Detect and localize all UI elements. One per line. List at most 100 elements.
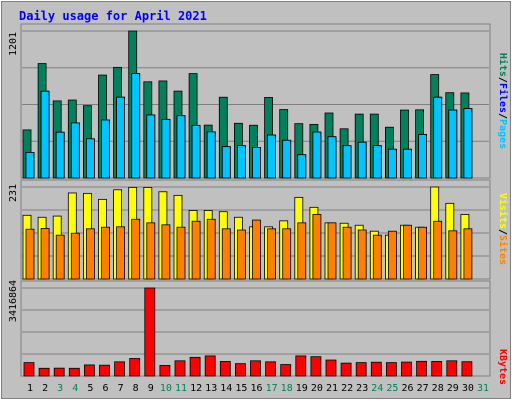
bar-sites-day-21 xyxy=(327,222,337,280)
bar-kbytes-day-10 xyxy=(159,365,171,377)
bar-kbytes-day-12 xyxy=(189,356,201,377)
bar-sites-day-20 xyxy=(312,214,322,280)
legend-item-hits: Hits xyxy=(497,53,509,77)
day-label-3: 3 xyxy=(57,383,63,394)
bar-pages-day-6 xyxy=(101,119,110,179)
bar-pages-day-12 xyxy=(191,124,201,179)
bar-kbytes-day-6 xyxy=(99,364,110,377)
chart-title: Daily usage for April 2021 xyxy=(19,9,207,23)
bar-pages-day-26 xyxy=(403,148,412,179)
day-label-7: 7 xyxy=(118,383,124,394)
bar-sites-day-6 xyxy=(101,226,110,280)
bar-kbytes-day-11 xyxy=(174,360,186,377)
day-label-30: 30 xyxy=(462,383,474,394)
legend-text: KBytes xyxy=(497,349,508,385)
bar-pages-day-9 xyxy=(146,114,156,179)
bar-pages-day-7 xyxy=(116,96,125,179)
bar-kbytes-day-3 xyxy=(53,367,65,377)
day-label-8: 8 xyxy=(133,383,139,394)
bar-sites-day-16 xyxy=(252,219,261,280)
bar-pages-day-11 xyxy=(176,115,186,179)
day-label-24: 24 xyxy=(371,383,383,394)
bar-pages-day-17 xyxy=(267,134,277,179)
bar-pages-day-15 xyxy=(236,145,246,179)
panel-top-ymax-label: 1201 xyxy=(8,32,19,56)
hits-files-pages-panel: 1201 Hits/Files/Pages xyxy=(8,23,509,179)
bar-pages-day-14 xyxy=(221,146,231,179)
bar-pages-day-24 xyxy=(372,145,382,179)
bar-sites-day-11 xyxy=(176,226,186,280)
bar-kbytes-day-18 xyxy=(280,364,292,377)
panel-bot-plot-area xyxy=(20,280,491,377)
day-label-13: 13 xyxy=(205,383,217,394)
bar-kbytes-day-2 xyxy=(38,367,50,377)
bar-sites-day-18 xyxy=(282,228,292,280)
bar-sites-day-22 xyxy=(342,226,352,280)
panel-bot-gridlines xyxy=(22,287,489,355)
panel-mid-ymax-label: 231 xyxy=(8,184,19,202)
bar-kbytes-day-26 xyxy=(401,361,412,377)
day-label-28: 28 xyxy=(432,383,444,394)
visits-sites-panel: 231 Visits/Sites xyxy=(8,179,509,280)
bar-kbytes-day-17 xyxy=(265,361,277,377)
bar-pages-day-8 xyxy=(131,73,141,179)
day-label-18: 18 xyxy=(281,383,293,394)
bar-sites-day-15 xyxy=(236,229,246,280)
bar-kbytes-day-9 xyxy=(144,287,156,377)
bar-pages-day-13 xyxy=(206,131,216,179)
legend-separator: / xyxy=(497,229,508,235)
bar-pages-day-18 xyxy=(282,139,292,179)
bar-sites-day-13 xyxy=(206,218,216,280)
bar-kbytes-day-15 xyxy=(234,363,246,377)
day-label-26: 26 xyxy=(401,383,413,394)
legend-item-kbytes: KBytes xyxy=(497,349,508,385)
bar-sites-day-27 xyxy=(418,226,428,280)
bar-sites-day-19 xyxy=(297,222,307,280)
day-label-31: 31 xyxy=(477,383,489,394)
bar-sites-day-14 xyxy=(221,228,231,280)
legend-separator: / xyxy=(497,113,508,119)
panel-bot-legend: KBytes xyxy=(497,349,508,385)
x-axis-day-labels: 1 2 3 4 5 6 7 8 9 10 11 12 13 14 15 16 17 18 19 20 21 22 23 24 2… xyxy=(27,383,489,394)
legend-item-visits: Visits xyxy=(497,193,509,229)
bar-sites-day-8 xyxy=(131,218,141,280)
bar-sites-day-17 xyxy=(267,228,277,280)
bar-sites-day-10 xyxy=(161,224,171,280)
bar-pages-day-16 xyxy=(252,147,261,179)
bar-kbytes-day-13 xyxy=(204,355,216,377)
bar-pages-day-19 xyxy=(297,154,307,179)
day-label-12: 12 xyxy=(190,383,202,394)
bar-kbytes-day-28 xyxy=(431,361,443,377)
bar-kbytes-day-16 xyxy=(250,360,261,377)
bar-sites-day-23 xyxy=(357,229,367,280)
day-label-6: 6 xyxy=(102,383,108,394)
bar-pages-day-23 xyxy=(357,141,367,179)
bar-sites-day-28 xyxy=(433,220,443,280)
bar-kbytes-day-22 xyxy=(340,362,352,377)
panel-mid-bars xyxy=(22,186,473,280)
bar-kbytes-day-27 xyxy=(416,360,428,377)
day-label-10: 10 xyxy=(160,383,172,394)
legend-separator: / xyxy=(497,77,508,83)
bar-kbytes-day-24 xyxy=(370,361,382,377)
panel-bot-bars xyxy=(23,287,473,377)
bar-sites-day-5 xyxy=(86,228,95,280)
bar-kbytes-day-7 xyxy=(114,361,125,377)
day-label-14: 14 xyxy=(220,383,232,394)
day-label-9: 9 xyxy=(148,383,154,394)
bar-kbytes-day-29 xyxy=(446,360,458,377)
bar-pages-day-29 xyxy=(448,109,458,179)
bar-pages-day-22 xyxy=(342,145,352,179)
bar-kbytes-day-14 xyxy=(219,361,231,377)
bar-pages-day-20 xyxy=(312,131,322,179)
day-label-5: 5 xyxy=(87,383,93,394)
kbytes-panel: 3416864 KBytes xyxy=(8,280,508,385)
bar-pages-day-21 xyxy=(327,136,337,179)
day-label-19: 19 xyxy=(296,383,308,394)
bar-sites-day-24 xyxy=(372,234,382,280)
bar-pages-day-28 xyxy=(433,96,443,179)
chart-border-dark xyxy=(1,1,511,399)
bar-sites-day-9 xyxy=(146,222,156,280)
bar-kbytes-day-19 xyxy=(295,355,307,377)
